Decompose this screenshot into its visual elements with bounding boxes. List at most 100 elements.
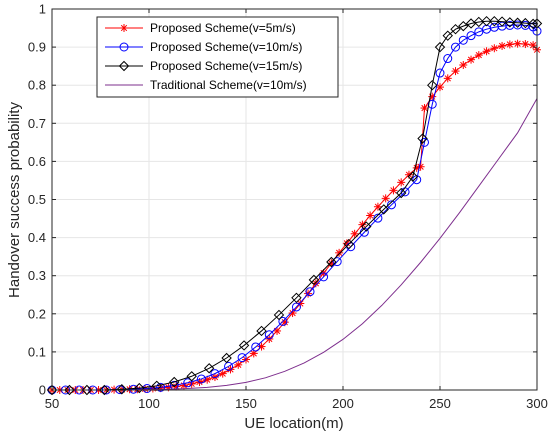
data-point-diamond — [256, 325, 267, 337]
data-point-diamond — [343, 238, 355, 250]
x-tick-label: 250 — [429, 396, 451, 411]
data-point-diamond — [434, 41, 446, 53]
legend-label: Proposed Scheme(v=15m/s) — [150, 59, 302, 73]
data-point-diamond — [427, 79, 438, 91]
data-point-circle — [387, 200, 396, 210]
data-point-circle — [419, 137, 429, 147]
data-point-circle — [224, 361, 234, 371]
data-point-asterisk — [389, 186, 398, 195]
data-point-asterisk — [416, 162, 425, 171]
data-point-circle — [305, 287, 315, 297]
data-point-asterisk — [498, 41, 507, 50]
axes: 50 100 150 200 250 300 0 0.1 0.2 0.3 0.4 0.5 0.6 0.7 0… — [28, 2, 548, 412]
data-point-circle — [278, 316, 288, 326]
y-tick-label: 0.1 — [28, 344, 46, 359]
data-point-circle — [237, 353, 247, 363]
data-point-circle — [183, 378, 193, 388]
data-point-asterisk — [373, 202, 382, 211]
data-point-diamond — [46, 384, 58, 396]
data-point-asterisk — [273, 326, 282, 335]
data-point-diamond — [520, 17, 531, 29]
legend-entry: Proposed Scheme(v=15m/s) — [105, 59, 302, 73]
data-point-diamond — [134, 382, 145, 394]
data-point-diamond — [291, 292, 302, 304]
legend-label: Proposed Scheme(v=10m/s) — [150, 40, 302, 54]
data-point-diamond — [489, 15, 500, 27]
data-point-asterisk — [467, 55, 476, 64]
data-point-circle — [196, 374, 206, 384]
data-point-asterisk — [311, 279, 320, 288]
data-point-circle — [119, 42, 129, 52]
data-point-diamond — [481, 15, 492, 27]
data-point-diamond — [308, 274, 320, 286]
data-point-diamond — [442, 30, 453, 41]
series-2 — [47, 20, 542, 395]
data-point-circle — [458, 35, 468, 45]
data-point-asterisk — [218, 369, 227, 378]
data-point-asterisk — [366, 211, 375, 220]
data-point-asterisk — [335, 248, 344, 257]
data-point-diamond — [326, 256, 337, 268]
data-point-circle — [210, 369, 220, 379]
data-point-asterisk — [420, 104, 429, 113]
data-point-diamond — [81, 384, 93, 396]
data-point-diamond — [361, 221, 372, 232]
data-point-diamond — [99, 384, 110, 396]
y-axis-label: Handover success probability — [6, 102, 23, 298]
data-point-circle — [264, 330, 274, 340]
data-point-diamond — [473, 16, 485, 28]
y-tick-label: 0.2 — [28, 306, 46, 321]
data-point-circle — [435, 68, 445, 78]
data-point-asterisk — [120, 24, 128, 32]
y-tick-label: 0.8 — [28, 78, 46, 93]
legend-label: Proposed Scheme(v=5m/s) — [150, 21, 296, 35]
data-point-diamond — [407, 171, 419, 182]
series-3 — [46, 15, 543, 396]
data-point-asterisk — [490, 44, 499, 53]
y-tick-label: 0.4 — [28, 230, 46, 245]
data-point-diamond — [512, 17, 523, 28]
y-tick-label: 0.5 — [28, 192, 46, 207]
data-point-diamond — [273, 309, 285, 321]
data-point-diamond — [378, 204, 389, 215]
data-point-circle — [156, 382, 166, 392]
data-point-asterisk — [288, 309, 297, 318]
y-tick-label: 0.9 — [28, 40, 46, 55]
data-point-circle — [373, 213, 383, 223]
data-point-circle — [451, 42, 461, 52]
data-point-diamond — [417, 133, 428, 144]
data-point-asterisk — [443, 74, 452, 83]
y-tick-label: 1 — [39, 2, 46, 17]
data-point-asterisk — [474, 51, 483, 60]
data-point-circle — [443, 54, 453, 64]
data-point-diamond — [116, 384, 128, 395]
data-point-diamond — [221, 352, 232, 364]
data-point-asterisk — [521, 40, 530, 49]
x-tick-label: 100 — [138, 396, 160, 411]
x-tick-label: 150 — [235, 396, 257, 411]
data-point-diamond — [203, 363, 215, 374]
data-point-diamond — [186, 371, 197, 382]
data-point-asterisk — [436, 83, 444, 92]
data-point-asterisk — [249, 349, 258, 358]
x-tick-label: 50 — [45, 396, 59, 411]
data-point-asterisk — [513, 39, 522, 48]
data-point-diamond — [504, 17, 516, 28]
data-point-asterisk — [451, 67, 460, 76]
x-axis-label: UE location(m) — [244, 415, 343, 432]
data-point-circle — [474, 27, 484, 37]
data-point-diamond — [118, 60, 130, 72]
x-tick-label: 300 — [526, 396, 548, 411]
data-point-asterisk — [482, 47, 491, 56]
data-point-diamond — [450, 23, 461, 35]
data-point-diamond — [458, 20, 469, 32]
y-tick-label: 0 — [39, 383, 46, 398]
y-tick-label: 0.6 — [28, 154, 46, 169]
legend-entry: Proposed Scheme(v=10m/s) — [105, 40, 302, 54]
legend-entry: Traditional Scheme(v=10m/s) — [105, 78, 307, 92]
data-point-diamond — [64, 384, 75, 396]
y-tick-label: 0.7 — [28, 116, 46, 131]
data-point-asterisk — [234, 360, 243, 369]
